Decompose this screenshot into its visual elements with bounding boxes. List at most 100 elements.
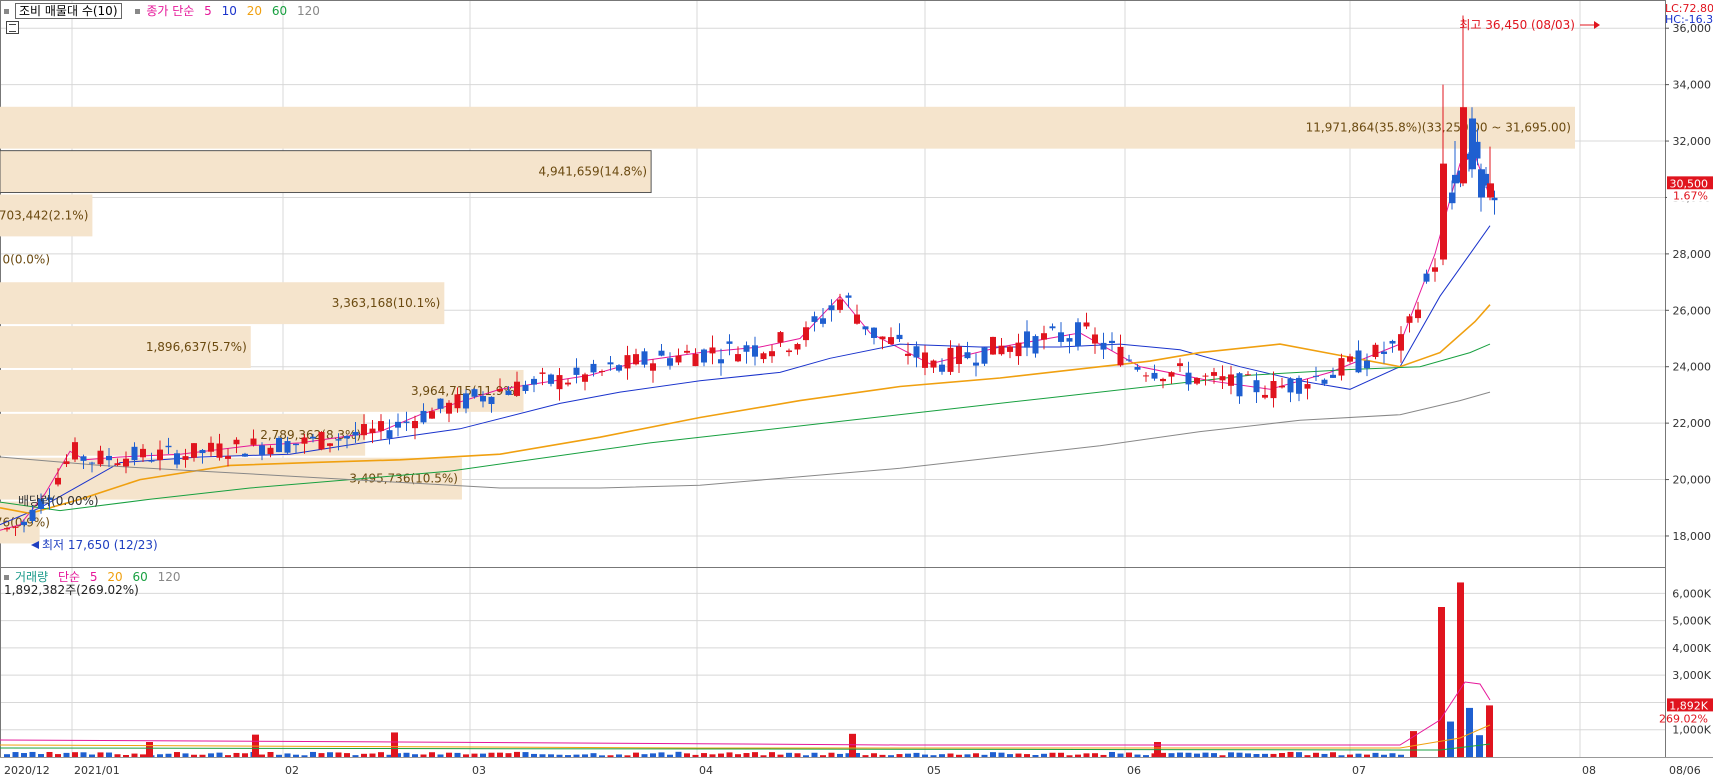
candle-body: [114, 463, 121, 466]
volume-bar: [1024, 754, 1030, 757]
volume-bar: [811, 752, 818, 757]
candle-body: [233, 439, 240, 445]
volume-bar: [624, 755, 631, 757]
candle-body: [599, 371, 605, 373]
candle-body: [692, 353, 699, 367]
candle-body: [97, 450, 104, 465]
candle-body: [1460, 107, 1467, 184]
candle-body: [854, 314, 860, 324]
candle-body: [395, 421, 401, 428]
candle-body: [752, 345, 758, 357]
y-tick-label: 34,000: [1673, 79, 1712, 92]
ma-60: 60: [271, 4, 288, 18]
volume-bar: [276, 754, 282, 757]
volume-bar: [990, 752, 996, 757]
candle-body: [922, 352, 928, 368]
candle-body: [463, 393, 469, 409]
volume-bar: [539, 754, 546, 757]
candle-body: [1483, 173, 1489, 186]
candle-body: [1202, 375, 1209, 377]
candle-body: [1245, 374, 1251, 376]
panel-marker-icon: [135, 9, 141, 14]
volume-bar: [216, 752, 223, 757]
volume-bar: [335, 752, 342, 757]
profile-label: 0(0.0%): [3, 252, 50, 266]
corner-hc: HC:-16.3: [1665, 13, 1713, 26]
volume-bar: [879, 754, 886, 757]
volume-bar: [590, 753, 597, 757]
profile-label: 1,896,637(5.7%): [146, 340, 247, 354]
volume-bar: [1321, 753, 1328, 757]
candle-body: [1381, 351, 1387, 354]
volume-bar: [131, 753, 138, 757]
volume-bar: [735, 754, 741, 757]
volume-bar: [641, 754, 648, 757]
volume-bar: [420, 754, 427, 757]
candle-body: [157, 449, 163, 461]
candle-body: [216, 443, 223, 458]
table-icon[interactable]: [6, 21, 19, 34]
candle-body: [123, 458, 129, 467]
candle-body: [726, 341, 733, 344]
candle-body: [658, 350, 665, 356]
volume-bar: [318, 753, 325, 757]
volume-bar: [208, 753, 214, 757]
candle-body: [80, 456, 87, 461]
vol-ma-20: 20: [107, 570, 123, 584]
volume-bar: [684, 753, 690, 757]
candle-body: [641, 351, 648, 365]
y-tick-label: 36,000: [1673, 22, 1712, 35]
candle-body: [777, 332, 784, 343]
x-tick-label: 08/06: [1669, 764, 1701, 777]
volume-bar: [505, 753, 512, 757]
candle-body: [811, 316, 818, 322]
candle-body: [913, 346, 920, 358]
volume-bar: [233, 752, 240, 757]
ma-line-10: [0, 225, 1491, 526]
candle-body: [72, 442, 78, 460]
indicator-box[interactable]: 조비 매물대 수(10): [15, 3, 122, 19]
candle-body: [1228, 374, 1234, 386]
candle-body: [437, 398, 444, 409]
candle-body: [930, 360, 937, 368]
profile-bar: [0, 326, 251, 368]
volume-bar: [1279, 752, 1285, 757]
y-tick-label: 28,000: [1673, 248, 1712, 261]
candle-body: [879, 336, 886, 340]
volume-bar: [1313, 752, 1319, 757]
y-tick-label: 26,000: [1673, 304, 1712, 317]
volume-bar: [1007, 754, 1013, 757]
candle-body: [531, 378, 537, 385]
candle-body: [208, 442, 214, 452]
candle-body: [522, 384, 529, 391]
candle-body: [1075, 322, 1081, 347]
ma-5: 5: [204, 4, 212, 18]
candle-body: [624, 355, 631, 369]
candle-body: [242, 453, 248, 457]
profile-bar: [0, 106, 1575, 149]
volume-bar: [242, 753, 248, 757]
volume-bar: [658, 752, 665, 757]
volume-bar: [157, 754, 163, 757]
volume-bar: [607, 755, 614, 757]
volume-bar: [369, 753, 376, 757]
volume-bar: [1389, 753, 1396, 757]
volume-bar: [548, 754, 554, 757]
candle-body: [497, 388, 503, 392]
volume-bar: [871, 753, 877, 757]
candle-body: [1160, 378, 1166, 382]
panel-marker-icon: [4, 9, 9, 14]
candle-body: [1389, 340, 1396, 344]
x-tick-label: 02: [285, 764, 299, 777]
last-price-box: [1667, 176, 1713, 190]
profile-label: 3,964,715(11.9%): [411, 384, 520, 398]
candle-body: [769, 351, 775, 357]
candle-body: [12, 526, 19, 528]
volume-bar: [803, 755, 809, 757]
volume-bar: [344, 753, 350, 757]
vol-tick-label: 3,000K: [1672, 669, 1711, 682]
volume-bar: [63, 752, 70, 757]
candle-body: [718, 359, 724, 364]
high-arrow-head: [1594, 21, 1600, 29]
candle-body: [1469, 118, 1476, 170]
